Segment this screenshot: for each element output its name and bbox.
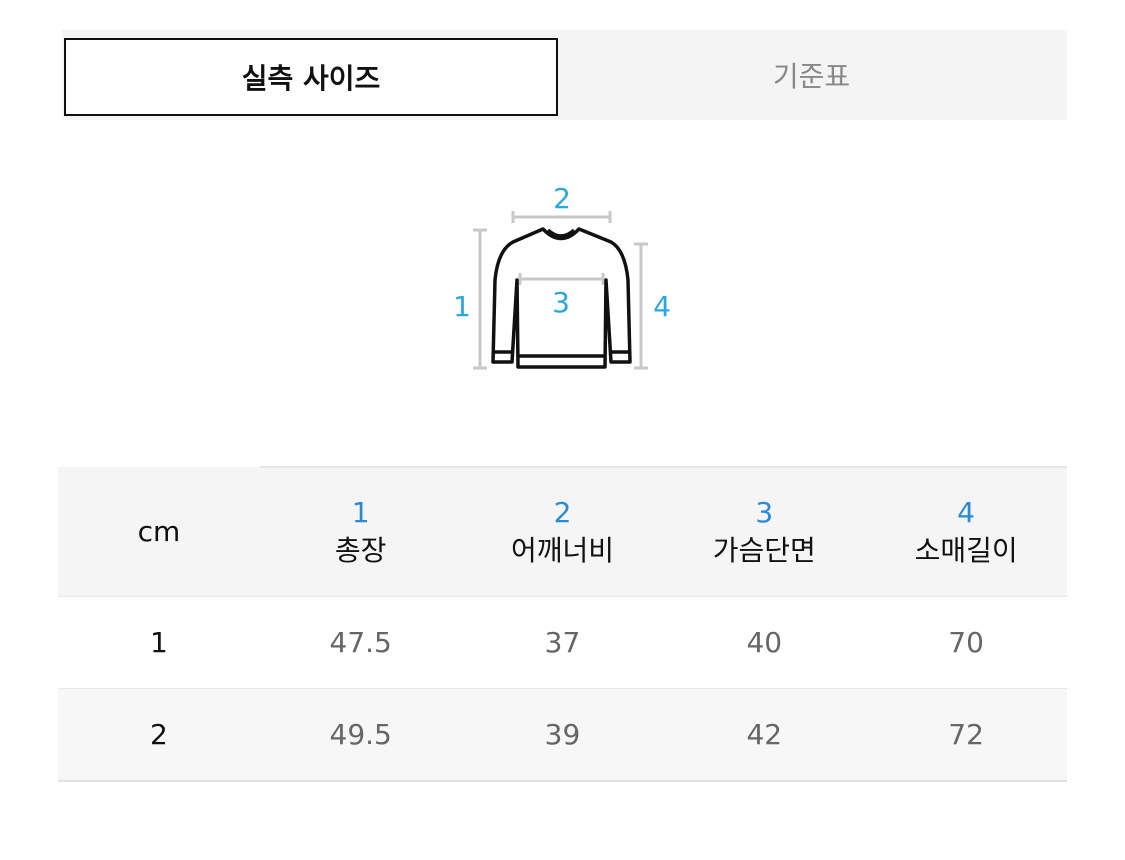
label-2: 2 <box>553 182 571 215</box>
label-4: 4 <box>653 290 671 323</box>
value-cell: 49.5 <box>259 688 462 782</box>
size-cell: 1 <box>58 596 260 689</box>
value-cell: 72 <box>865 688 1067 782</box>
unit-header: cm <box>58 467 260 597</box>
column-header: 2 어깨너비 <box>461 466 664 597</box>
tab-size-chart[interactable]: 기준표 <box>772 60 851 93</box>
size-table: cm 1 총장 2 어깨너비 3 가슴단면 4 소매길이 1 47.5 37 40 70… <box>58 466 1067 782</box>
measure-lines <box>473 211 648 370</box>
column-header: 1 총장 <box>259 466 462 597</box>
tab-measured-size[interactable]: 실측 사이즈 <box>64 38 558 116</box>
value-cell: 47.5 <box>259 596 462 689</box>
column-header: 4 소매길이 <box>865 466 1067 597</box>
sweatshirt-icon <box>491 227 632 369</box>
label-3: 3 <box>552 286 570 319</box>
value-cell: 39 <box>461 688 664 782</box>
value-cell: 40 <box>663 596 866 689</box>
size-tabs: 실측 사이즈 기준표 <box>62 30 1067 120</box>
table-header: cm 1 총장 2 어깨너비 3 가슴단면 4 소매길이 <box>58 466 1067 597</box>
value-cell: 37 <box>461 596 664 689</box>
table-row: 2 49.5 39 42 72 <box>58 688 1067 782</box>
value-cell: 42 <box>663 688 866 782</box>
table-row: 1 47.5 37 40 70 <box>58 596 1067 689</box>
label-1: 1 <box>453 290 471 323</box>
size-cell: 2 <box>58 688 260 782</box>
value-cell: 70 <box>865 596 1067 689</box>
sweatshirt-measurement-diagram: 2 1 3 4 <box>453 182 671 370</box>
column-header: 3 가슴단면 <box>663 466 866 597</box>
